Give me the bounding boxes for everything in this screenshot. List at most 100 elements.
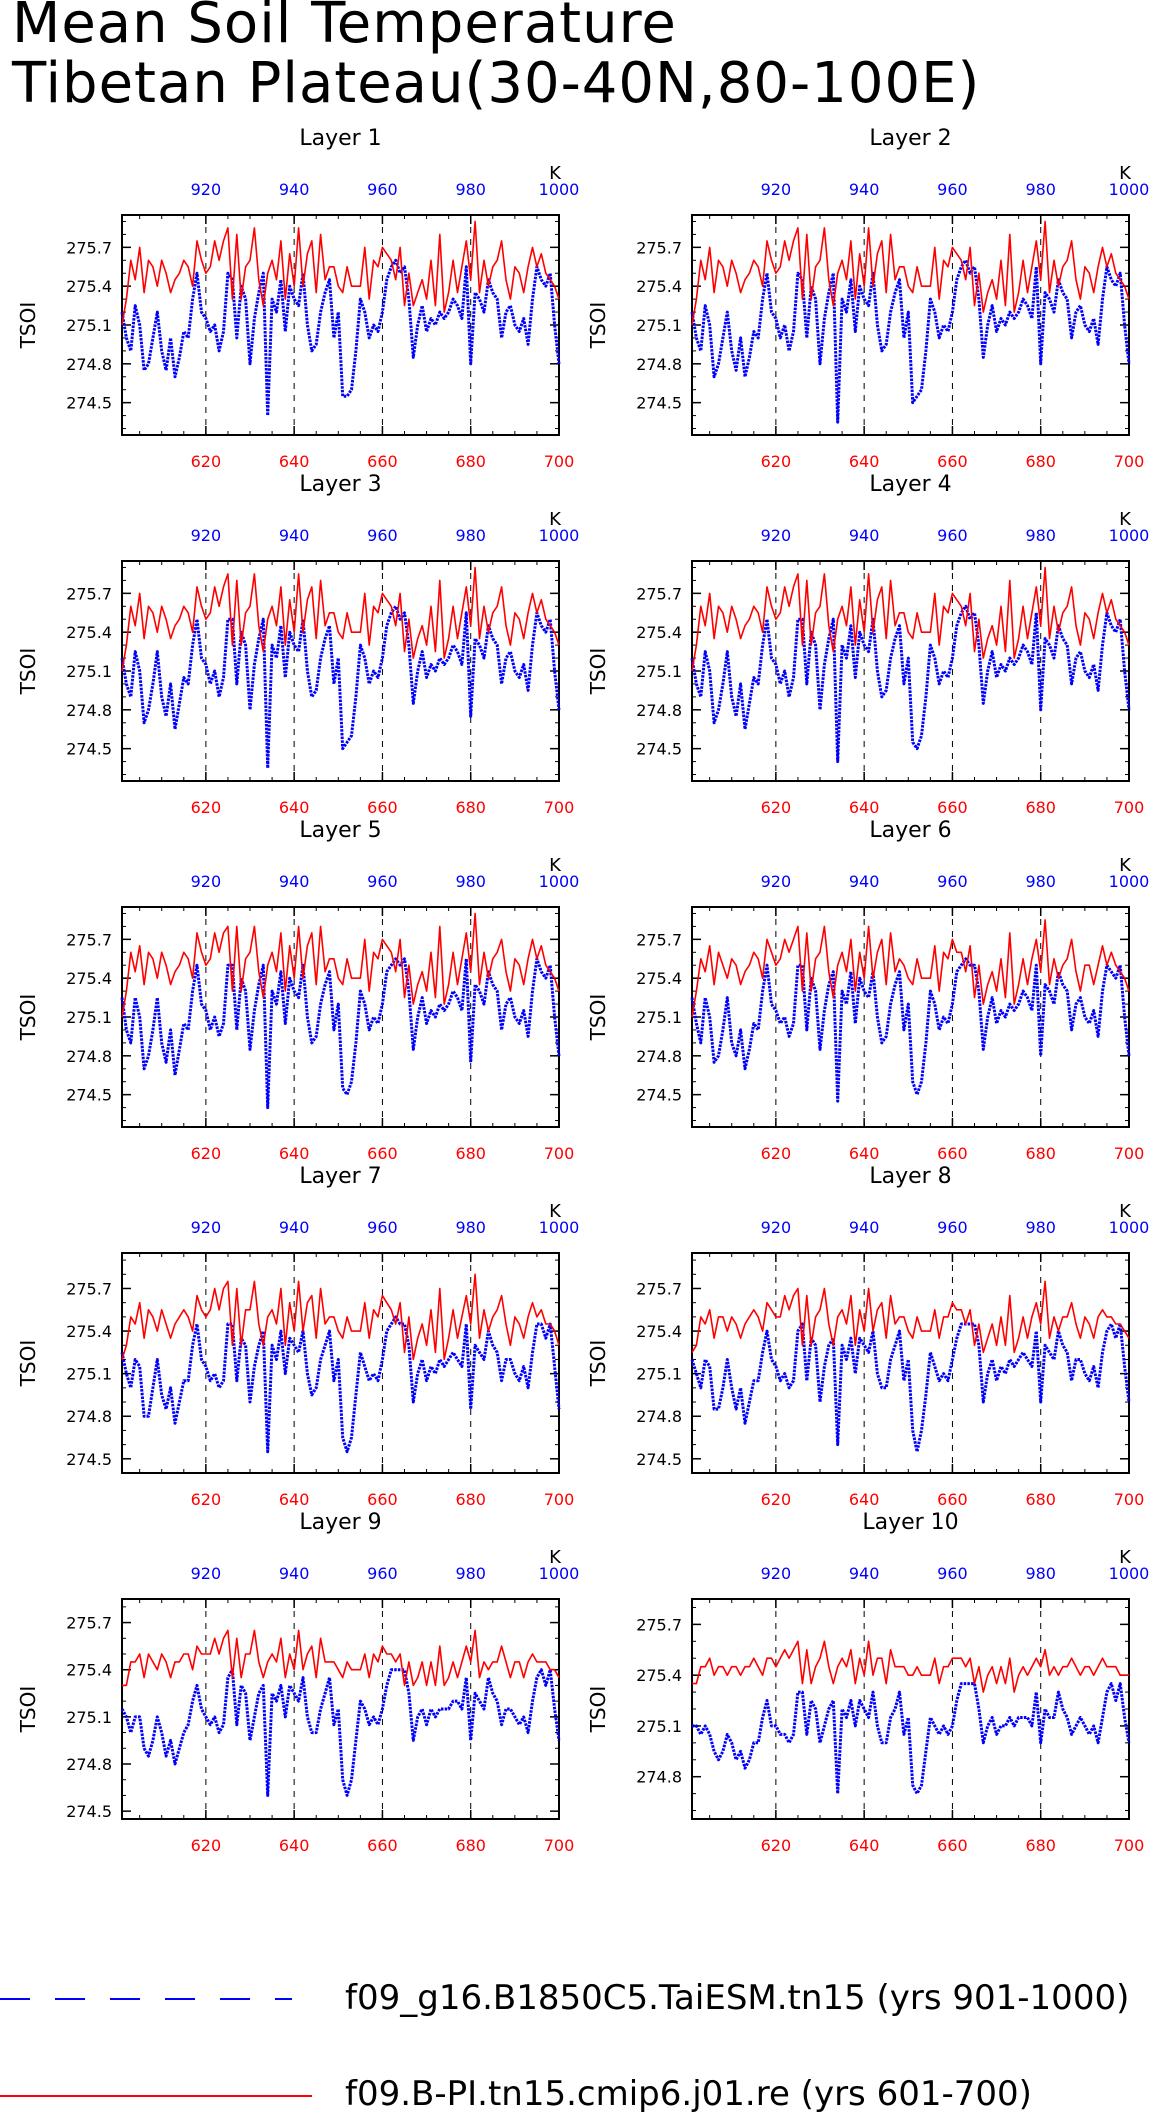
x-bottom-tick-label: 680	[1025, 1490, 1056, 1509]
y-tick-label: 275.4	[636, 623, 682, 642]
y-tick-label: 274.8	[636, 1047, 682, 1066]
plot-frame	[691, 1252, 1130, 1474]
x-bottom-tick-label: 660	[367, 1836, 398, 1855]
panel-title: Layer 5	[299, 818, 381, 843]
plot-frame	[121, 1252, 560, 1474]
y-axis-label: TSOI	[16, 1340, 40, 1388]
x-bottom-tick-label: 700	[544, 1144, 575, 1163]
x-top-tick-label: 920	[191, 872, 222, 891]
x-bottom-tick-label: 640	[279, 1144, 310, 1163]
x-top-tick-label: 980	[455, 526, 486, 545]
series-line-cmip6	[691, 919, 1130, 1018]
plot-frame	[121, 560, 560, 782]
y-tick-label: 275.4	[66, 623, 112, 642]
x-top-tick-label: 1000	[539, 180, 580, 199]
x-top-tick-label: 1000	[1109, 1564, 1150, 1583]
x-top-axis-unit-label: K	[1119, 1547, 1132, 1568]
x-top-axis-unit-label: K	[549, 1547, 562, 1568]
y-tick-label: 274.8	[636, 701, 682, 720]
x-bottom-tick-label: 620	[761, 452, 792, 471]
x-bottom-tick-label: 680	[455, 452, 486, 471]
x-top-tick-label: 1000	[1109, 526, 1150, 545]
plot-frame	[121, 906, 560, 1128]
y-tick-label: 275.4	[636, 969, 682, 988]
y-tick-label: 275.1	[66, 662, 112, 681]
panel-title: Layer 9	[299, 1510, 381, 1535]
series-line-cmip6	[121, 220, 560, 326]
series-line-taiesm	[690, 258, 1131, 424]
y-tick-label: 274.8	[636, 1407, 682, 1426]
panel-layer-3: Layer 3 274.5 274.8 275.1 275.4 275.7 TSOI 620 6…	[16, 472, 579, 817]
figure-title: Mean Soil Temperature Tibetan Plateau(30…	[12, 0, 980, 114]
y-tick-label: 274.5	[66, 1450, 112, 1469]
x-top-tick-label: 960	[367, 1564, 398, 1583]
series-line-cmip6	[692, 1640, 1129, 1693]
x-bottom-tick-label: 680	[455, 1836, 486, 1855]
x-top-tick-label: 1000	[1109, 1218, 1150, 1237]
y-tick-label: 275.7	[66, 1614, 112, 1633]
y-axis-label: TSOI	[16, 302, 40, 350]
y-tick-label: 274.5	[636, 394, 682, 413]
plot-frame	[691, 560, 1130, 782]
x-bottom-tick-label: 680	[455, 1144, 486, 1163]
x-bottom-tick-label: 620	[191, 1836, 222, 1855]
y-tick-label: 275.4	[66, 969, 112, 988]
series-line-cmip6	[122, 1629, 560, 1687]
panel-layer-8: Layer 8 274.5 274.8 275.1 275.4 275.7 TSOI 620 6…	[586, 1164, 1149, 1509]
x-top-tick-label: 960	[937, 1218, 968, 1237]
y-tick-label: 275.1	[66, 1365, 112, 1384]
x-top-tick-label: 920	[191, 1218, 222, 1237]
x-bottom-tick-label: 660	[367, 1490, 398, 1509]
x-bottom-tick-label: 700	[544, 1836, 575, 1855]
series-line-cmip6	[121, 1273, 560, 1361]
x-top-tick-label: 920	[191, 526, 222, 545]
legend-label-series-a: f09_g16.B1850C5.TaiESM.tn15 (yrs 901-100…	[345, 1978, 1130, 2018]
x-top-tick-label: 920	[761, 1218, 792, 1237]
y-tick-label: 275.4	[636, 1322, 682, 1341]
x-bottom-tick-label: 660	[937, 452, 968, 471]
x-top-tick-label: 940	[849, 1218, 880, 1237]
x-bottom-tick-label: 640	[849, 1836, 880, 1855]
x-bottom-tick-label: 620	[191, 1144, 222, 1163]
x-top-axis-unit-label: K	[1119, 1201, 1132, 1222]
x-bottom-tick-label: 640	[279, 798, 310, 817]
y-axis-label: TSOI	[586, 302, 610, 350]
x-bottom-tick-label: 700	[1114, 798, 1145, 817]
x-top-axis-unit-label: K	[1119, 509, 1132, 530]
y-axis-label: TSOI	[586, 648, 610, 696]
x-bottom-tick-label: 660	[937, 1144, 968, 1163]
y-tick-label: 275.4	[636, 277, 682, 296]
x-top-tick-label: 960	[937, 526, 968, 545]
series-line-taiesm	[690, 604, 1131, 764]
y-tick-label: 274.5	[636, 1450, 682, 1469]
panel-layer-6: Layer 6 274.5 274.8 275.1 275.4 275.7 TSOI 620 6…	[586, 818, 1149, 1163]
x-top-tick-label: 960	[937, 872, 968, 891]
x-top-tick-label: 940	[279, 872, 310, 891]
x-top-tick-label: 1000	[1109, 180, 1150, 199]
x-top-tick-label: 920	[191, 180, 222, 199]
x-bottom-tick-label: 680	[455, 798, 486, 817]
y-tick-label: 274.8	[66, 701, 112, 720]
y-tick-label: 275.7	[636, 238, 682, 257]
y-tick-label: 275.1	[636, 316, 682, 335]
figure-title-line-2: Tibetan Plateau(30-40N,80-100E)	[12, 51, 981, 116]
y-tick-label: 275.7	[66, 930, 112, 949]
y-tick-label: 274.8	[66, 1407, 112, 1426]
panel-title: Layer 1	[299, 126, 381, 151]
legend-label-series-b: f09.B-PI.tn15.cmip6.j01.re (yrs 601-700)	[345, 2074, 1032, 2114]
x-top-tick-label: 1000	[539, 1218, 580, 1237]
plot-frame	[691, 214, 1130, 436]
x-bottom-tick-label: 660	[937, 1836, 968, 1855]
y-tick-label: 275.7	[66, 1279, 112, 1298]
y-tick-label: 274.8	[636, 355, 682, 374]
panel-title: Layer 4	[869, 472, 951, 497]
x-top-tick-label: 980	[455, 180, 486, 199]
x-top-tick-label: 940	[279, 526, 310, 545]
y-tick-label: 275.1	[636, 1008, 682, 1027]
x-bottom-tick-label: 640	[849, 798, 880, 817]
y-tick-label: 275.7	[636, 1615, 682, 1634]
panel-layer-4: Layer 4 274.5 274.8 275.1 275.4 275.7 TSOI 620 6…	[586, 472, 1149, 817]
x-bottom-tick-label: 620	[191, 1490, 222, 1509]
y-tick-label: 275.1	[66, 1008, 112, 1027]
y-tick-label: 274.5	[66, 394, 112, 413]
